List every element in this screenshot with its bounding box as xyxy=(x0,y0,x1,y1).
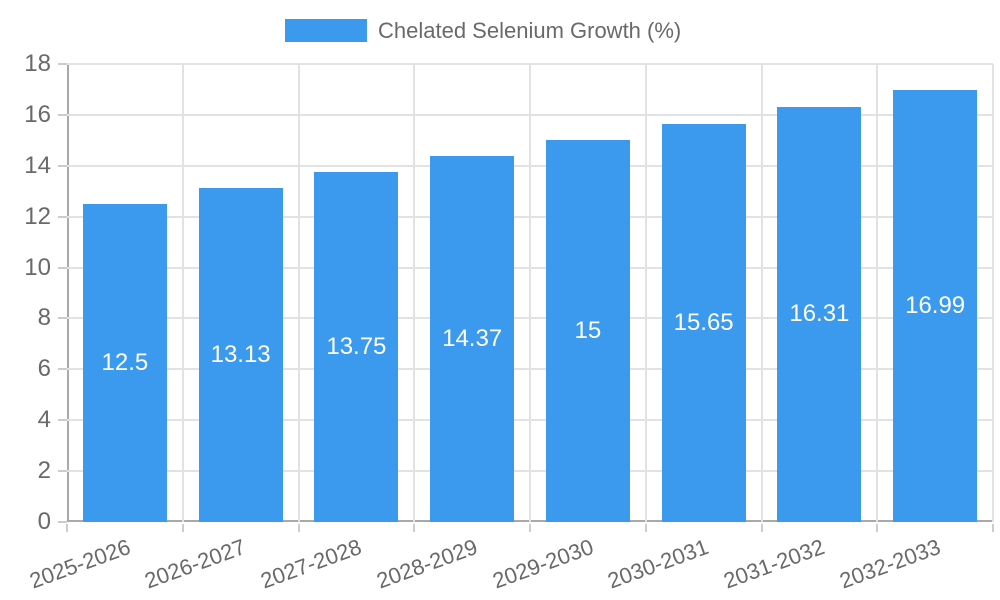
x-axis-tick xyxy=(413,524,416,532)
x-axis-tick xyxy=(529,524,531,532)
legend-swatch-icon xyxy=(285,19,367,42)
bar-2032-2033[interactable]: 16.99 xyxy=(893,89,978,522)
x-tick-label: 2028-2029 xyxy=(373,534,481,594)
y-axis-tick xyxy=(58,317,67,320)
gridline-vertical xyxy=(992,64,994,522)
gridline-vertical xyxy=(413,64,416,522)
bar-2031-2032[interactable]: 16.31 xyxy=(777,107,862,522)
legend-label: Chelated Selenium Growth (%) xyxy=(378,18,682,43)
y-tick-label: 6 xyxy=(37,355,51,383)
bar-value-label: 15.65 xyxy=(673,308,734,336)
y-axis-tick xyxy=(58,470,67,473)
y-axis-tick xyxy=(58,419,67,422)
y-tick-label: 10 xyxy=(24,253,51,281)
y-axis-tick xyxy=(58,63,67,65)
y-tick-label: 16 xyxy=(24,100,51,128)
bar-2026-2027[interactable]: 13.13 xyxy=(198,187,283,522)
x-axis-tick xyxy=(760,524,763,532)
gridline-vertical xyxy=(644,64,647,522)
x-tick-label: 2027-2028 xyxy=(257,534,365,594)
x-axis-tick xyxy=(644,524,647,532)
x-tick-label: 2026-2027 xyxy=(141,534,250,594)
x-axis-tick xyxy=(992,524,994,532)
bar-2027-2028[interactable]: 13.75 xyxy=(314,172,399,522)
bar-value-label: 15 xyxy=(574,317,602,345)
bar-2028-2029[interactable]: 14.37 xyxy=(430,156,515,522)
x-tick-label: 2025-2026 xyxy=(26,534,134,594)
y-axis-tick xyxy=(58,368,67,371)
y-tick-label: 8 xyxy=(37,304,51,332)
x-axis-tick xyxy=(181,524,184,532)
gridline-vertical xyxy=(760,64,763,522)
x-axis-tick xyxy=(297,524,300,532)
bar-value-label: 16.31 xyxy=(789,300,850,328)
y-tick-label: 2 xyxy=(37,457,51,485)
bar-value-label: 13.75 xyxy=(326,333,387,361)
x-tick-label: 2030-2031 xyxy=(604,534,713,594)
bar-value-label: 16.99 xyxy=(905,291,966,319)
bar-2029-2030[interactable]: 15 xyxy=(545,140,630,522)
y-axis-tick xyxy=(58,113,67,116)
y-axis-tick xyxy=(58,266,67,269)
bar-2025-2026[interactable]: 12.5 xyxy=(82,203,167,522)
y-axis-tick xyxy=(58,215,67,218)
y-tick-label: 12 xyxy=(24,202,51,230)
gridline-vertical xyxy=(529,64,531,522)
x-axis-tick xyxy=(66,524,68,532)
x-tick-label: 2032-2033 xyxy=(836,534,944,594)
y-tick-label: 14 xyxy=(24,151,51,179)
x-axis-tick xyxy=(876,524,879,532)
x-tick-label: 2029-2030 xyxy=(489,534,597,594)
bar-2030-2031[interactable]: 15.65 xyxy=(661,123,746,522)
y-axis-tick xyxy=(58,521,67,523)
y-tick-label: 18 xyxy=(24,50,51,77)
x-tick-label: 2031-2032 xyxy=(720,534,828,594)
y-axis-tick xyxy=(58,164,67,167)
chart-legend[interactable]: Chelated Selenium Growth (%) xyxy=(285,17,681,44)
y-tick-label: 0 xyxy=(37,508,51,535)
bar-value-label: 13.13 xyxy=(210,340,271,368)
bar-value-label: 12.5 xyxy=(101,348,149,376)
y-tick-label: 4 xyxy=(37,406,51,434)
gridline-vertical xyxy=(297,64,300,522)
gridline-vertical xyxy=(876,64,879,522)
bar-value-label: 14.37 xyxy=(442,325,503,353)
gridline-vertical xyxy=(181,64,184,522)
